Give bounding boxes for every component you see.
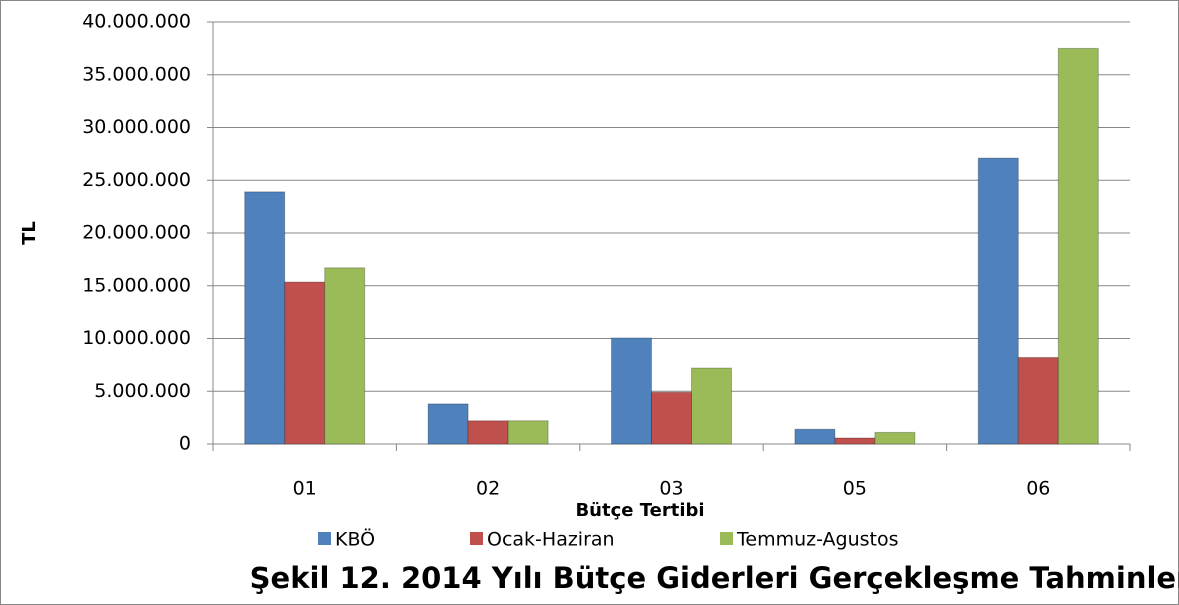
x-tick-label: 06: [1026, 478, 1050, 500]
bar: [977, 157, 1019, 445]
y-tick-label: 25.000.000: [82, 169, 191, 191]
x-tick-label: 05: [843, 478, 867, 500]
bar: [874, 431, 916, 445]
bar: [507, 420, 549, 445]
x-tick-label: 02: [476, 478, 500, 500]
y-tick-label: 40.000.000: [82, 11, 191, 33]
legend-label: Ocak-Haziran: [487, 529, 615, 551]
y-tick-label: 20.000.000: [82, 222, 191, 244]
bar: [244, 191, 286, 445]
legend-swatch: [470, 532, 483, 545]
y-tick-label: 0: [179, 433, 191, 455]
bar: [1017, 356, 1059, 445]
legend-label: Temmuz-Agustos: [736, 529, 899, 551]
x-tick-label: 03: [659, 478, 683, 500]
y-tick-label: 5.000.000: [94, 380, 191, 402]
bar: [467, 420, 509, 445]
y-tick-label: 30.000.000: [82, 116, 191, 138]
bar: [427, 403, 469, 445]
legend-swatch: [318, 532, 331, 545]
bar: [691, 367, 732, 445]
y-axis-label: TL: [19, 221, 40, 245]
y-tick-label: 10.000.000: [82, 327, 191, 349]
x-axis-label: Bütçe Tertibi: [575, 500, 704, 521]
y-tick-label: 15.000.000: [82, 274, 191, 296]
x-tick-label: 01: [293, 478, 317, 500]
legend-swatch: [720, 532, 733, 545]
legend-label: KBÖ: [335, 528, 375, 551]
chart-title: Şekil 12. 2014 Yılı Bütçe Giderleri Gerç…: [250, 561, 1179, 595]
bar: [1057, 47, 1099, 445]
bar: [284, 281, 326, 445]
bar: [834, 437, 876, 445]
bar: [794, 428, 836, 445]
bar: [611, 337, 652, 445]
y-tick-label: 35.000.000: [82, 63, 191, 85]
bar: [324, 267, 366, 445]
bar: [651, 391, 692, 445]
